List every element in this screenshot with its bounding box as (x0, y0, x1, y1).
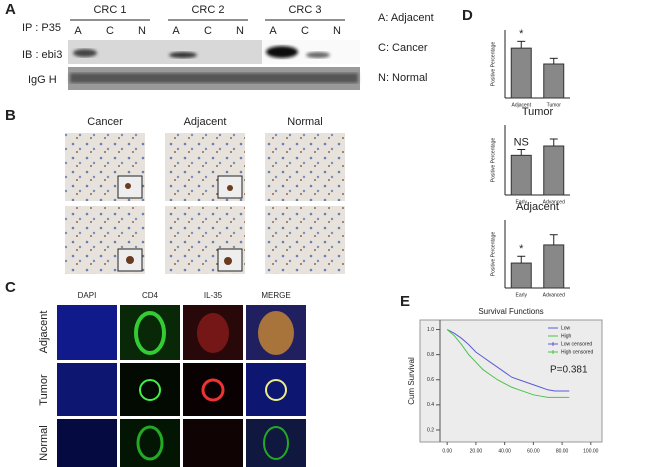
label: 0.8 (427, 352, 434, 358)
fluorescence (57, 305, 306, 467)
label: Normal (287, 116, 322, 128)
label: * (519, 28, 524, 40)
label: High (561, 333, 572, 339)
label: N (236, 25, 244, 37)
label: Adjacent (516, 201, 559, 213)
label: Adjacent (38, 311, 50, 354)
label: Early (516, 292, 528, 298)
label: Positive Percentage (490, 42, 496, 87)
label: C: Cancer (378, 42, 428, 54)
band (169, 52, 197, 58)
label: 100.00 (583, 448, 599, 454)
label: Low (561, 325, 571, 331)
label: 80.00 (556, 448, 569, 454)
label: Low censored (561, 341, 592, 347)
bar (543, 145, 565, 196)
label: Adjacent (512, 102, 532, 108)
label: C (204, 25, 212, 37)
label: 0.00 (442, 448, 452, 454)
label: A (172, 25, 180, 37)
label: Adjacent (184, 116, 227, 128)
label: Tumor (38, 374, 50, 406)
label: Cum Survival (407, 357, 416, 405)
label: C (5, 279, 16, 296)
label: C (301, 25, 309, 37)
bar (510, 47, 532, 99)
survival-line (446, 329, 570, 398)
label: 1.0 (427, 327, 434, 333)
label: CRC 3 (288, 4, 321, 16)
bar (543, 244, 565, 289)
band (306, 52, 330, 58)
label: P=0.381 (550, 365, 588, 376)
label: 60.00 (527, 448, 540, 454)
label: Tumor (547, 102, 562, 108)
label: Normal (38, 425, 50, 460)
label: High censored (561, 349, 593, 355)
bar (510, 154, 532, 196)
label: Advanced (543, 199, 565, 205)
bar (510, 262, 532, 289)
label: N: Normal (378, 72, 428, 84)
label: CD4 (142, 291, 159, 300)
histology (65, 133, 345, 274)
label: MERGE (261, 291, 290, 300)
survival-line (446, 329, 570, 392)
bar (543, 63, 565, 99)
label: Cancer (87, 116, 123, 128)
label: B (5, 107, 16, 124)
label: Survival Functions (478, 307, 543, 316)
label: C (106, 25, 114, 37)
label: A (269, 25, 277, 37)
label: D (462, 7, 473, 24)
label: Early (516, 199, 528, 205)
label: 0.2 (427, 427, 434, 433)
band (70, 73, 358, 83)
label: E (400, 293, 410, 310)
label: 20.00 (470, 448, 483, 454)
band (266, 46, 298, 58)
label: Tumor (522, 106, 554, 118)
label: A (74, 25, 82, 37)
label: CRC 2 (191, 4, 224, 16)
label: CRC 1 (93, 4, 126, 16)
label: Positive Percentage (490, 138, 496, 183)
label: DAPI (78, 291, 97, 300)
label: A (5, 1, 16, 18)
label: * (519, 243, 524, 255)
label: IB : ebi3 (22, 49, 62, 61)
label: 0.4 (427, 402, 434, 408)
label: IL-35 (204, 291, 223, 300)
label: Positive Percentage (490, 232, 496, 277)
label: A: Adjacent (378, 12, 434, 24)
label: IP : P35 (22, 22, 61, 34)
label: 0.6 (427, 377, 434, 383)
label: N (333, 25, 341, 37)
label: 40.00 (498, 448, 511, 454)
label: N (138, 25, 146, 37)
label: NS (514, 136, 529, 148)
label: Advanced (543, 292, 565, 298)
label: IgG H (28, 74, 57, 86)
band (73, 49, 97, 57)
plot-area (419, 319, 603, 443)
